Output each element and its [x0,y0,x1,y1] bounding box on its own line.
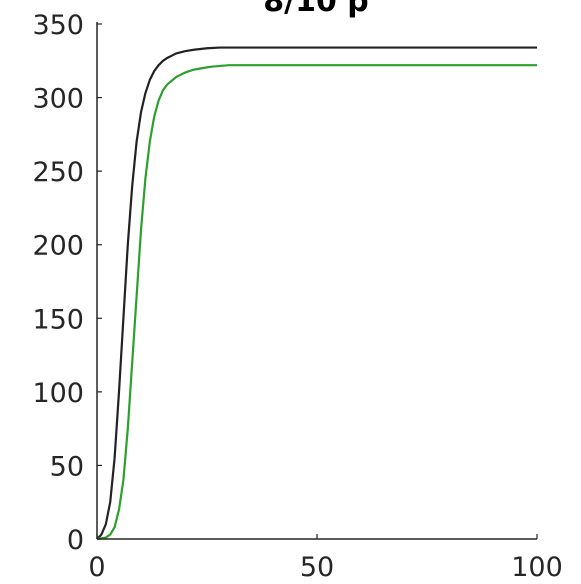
plot-area [96,46,537,541]
y-tick-label: 50 [50,451,84,482]
series-line-1 [96,46,537,540]
x-tick-label: 100 [511,552,563,583]
y-tick-label: 100 [32,378,84,409]
y-tick-label: 350 [32,10,84,41]
x-tick-label: 0 [88,552,105,583]
chart-title: 8/10 p [263,0,369,19]
y-tick-label: 300 [32,84,84,115]
y-tick-label: 200 [32,231,84,262]
y-tick-label: 0 [67,525,84,556]
series-line-2 [96,64,537,541]
y-tick-label: 150 [32,304,84,335]
axes: 0 50 100 150 200 250 300 350 0 50 100 [32,10,562,583]
y-tick-label: 250 [32,157,84,188]
x-tick-label: 50 [300,552,334,583]
